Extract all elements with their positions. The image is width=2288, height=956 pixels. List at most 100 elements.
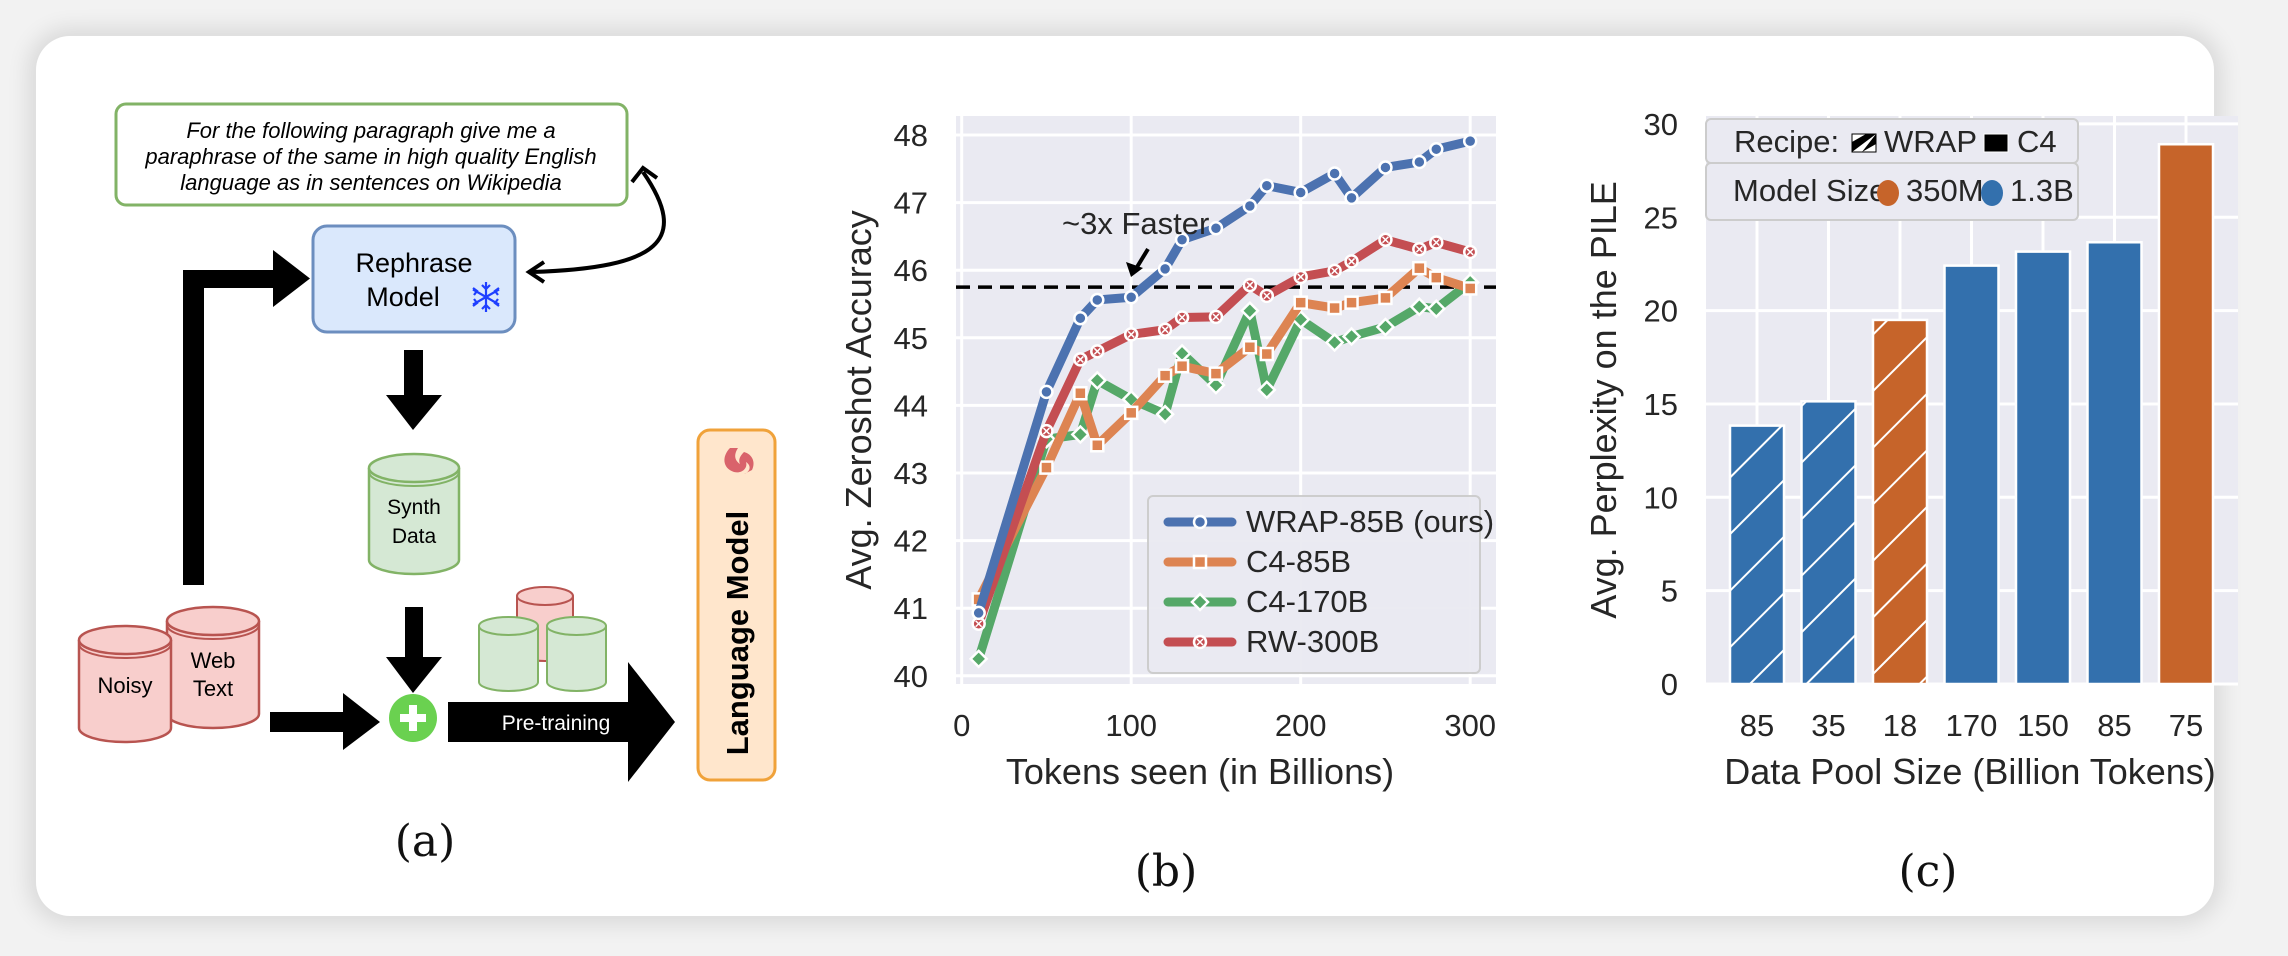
b-data-point: [1157, 261, 1173, 277]
b-legend-label: WRAP-85B (ours): [1246, 504, 1494, 539]
web-text-cylinder: [165, 605, 261, 730]
b-data-point: [1344, 295, 1359, 310]
mixed-data-cylinders: [478, 586, 607, 692]
b-data-point: [1429, 141, 1444, 157]
b-legend-marker: [1192, 514, 1208, 530]
c-xtick-label: 18: [1883, 708, 1917, 743]
caption-b: (b): [1135, 846, 1198, 897]
language-model-box: [696, 428, 777, 782]
pretraining-arrow: [448, 662, 675, 782]
b-data-point: [1426, 298, 1447, 319]
b-legend-marker: [1190, 592, 1210, 612]
x-marker-cross: [1348, 257, 1356, 265]
prompt-line-2: paraphrase of the same in high quality E…: [144, 144, 596, 169]
b-data-point: [1327, 166, 1342, 181]
b-data-point: [1073, 310, 1088, 326]
c-xtick-label: 150: [2017, 708, 2069, 743]
b-data-point: [1242, 340, 1258, 355]
b-data-point: [1293, 269, 1308, 285]
b-data-point: [1174, 232, 1190, 248]
b-legend-item: WRAP-85B (ours): [1163, 504, 1494, 539]
b-series-rw-300b: [971, 232, 1478, 631]
b-data-point: [968, 649, 989, 669]
x-marker-cross: [1127, 330, 1135, 338]
panel-c-bar-chart: 0 5 10 15 20 25 30 85 35 18 170 150 85 75 Recipe: WRA…: [1583, 107, 2238, 897]
x-marker-cross: [1263, 292, 1271, 300]
c-xtick-label: 75: [2169, 708, 2203, 743]
b-data-point: [1039, 423, 1054, 439]
b-legend-marker: [1192, 634, 1208, 650]
c-legend-c4-swatch: [1983, 133, 2009, 153]
c-ytick-label: 30: [1644, 107, 1678, 142]
b-data-point: [1409, 296, 1430, 317]
b-ylabel: Avg. Zeroshot Accuracy: [838, 210, 879, 590]
x-marker-cross: [1161, 326, 1169, 334]
b-data-point: [1208, 366, 1224, 381]
b-legend-item: C4-85B: [1163, 544, 1351, 579]
c-bar-hatch: [1730, 425, 1784, 684]
web-text-label-2: Text: [193, 676, 233, 701]
b-data-point: [1327, 263, 1342, 279]
b-ytick-label: 47: [894, 186, 928, 221]
b-ytick-label: 41: [894, 591, 928, 626]
c-ytick-label: 20: [1644, 294, 1678, 329]
prompt-box: [114, 102, 629, 207]
b-xtick-label: 200: [1275, 708, 1327, 743]
c-ylabel: Avg. Perplexity on the PILE: [1583, 181, 1624, 619]
b-data-point: [1070, 424, 1091, 445]
b-data-point: [1090, 344, 1105, 359]
c-bar: [2086, 241, 2143, 686]
b-ytick-label: 43: [894, 456, 928, 491]
x-marker-cross: [1178, 313, 1186, 322]
c-bar-hatch: [1801, 401, 1856, 684]
c-xtick-label: 170: [1946, 708, 1998, 743]
b-data-point: [1174, 310, 1190, 325]
c-bar: [1728, 424, 1786, 686]
b-data-point: [1327, 300, 1342, 316]
noisy-label: Noisy: [97, 673, 152, 698]
b-data-point: [1039, 384, 1054, 400]
b-xtick-label: 100: [1105, 708, 1157, 743]
c-legend-350m-label: 350M: [1906, 173, 1984, 208]
x-marker-cross: [1331, 267, 1339, 275]
arrowhead-up-icon: [630, 165, 659, 184]
b-data-point: [1123, 327, 1139, 342]
b-legend-label: C4-85B: [1246, 544, 1351, 579]
b-data-point: [1257, 380, 1277, 400]
b-data-point: [1123, 405, 1139, 421]
b-data-point: [1412, 260, 1427, 276]
rephrase-model-label-1: Rephrase: [355, 248, 472, 278]
c-bar: [1943, 264, 2000, 686]
b-data-point: [1324, 332, 1345, 353]
b-data-point: [1090, 292, 1105, 308]
b-data-point: [1378, 290, 1393, 306]
b-data-point: [1378, 232, 1393, 248]
b-ytick-label: 44: [894, 388, 928, 423]
b-data-point: [1462, 133, 1478, 149]
prompt-line-1: For the following paragraph give me a: [186, 118, 555, 143]
synth-data-label-1: Synth: [387, 496, 441, 519]
right-arrow: [270, 693, 380, 750]
b-ytick-label: 40: [894, 659, 928, 694]
b-ytick-label: 48: [894, 118, 928, 153]
b-data-point: [1378, 160, 1393, 175]
noisy-cylinder: [77, 624, 173, 744]
rephrase-model-label-2: Model: [366, 282, 440, 312]
prompt-line-3: language as in sentences on Wikipedia: [180, 170, 561, 195]
x-marker-cross: [1415, 245, 1423, 253]
b-ytick-label: 45: [894, 321, 928, 356]
b-series-c4-85b: [971, 260, 1478, 607]
b-data-point: [1157, 322, 1173, 337]
c-legend-350m-dot: [1877, 180, 1899, 206]
x-marker-cross: [1246, 281, 1254, 289]
x-marker-cross: [1196, 638, 1204, 646]
rephrase-model-box: [311, 224, 517, 334]
caption-a: (a): [395, 816, 456, 867]
c-ytick-label: 5: [1661, 574, 1678, 609]
b-data-point: [1259, 288, 1275, 304]
c-legend-wrap-hatch: [1852, 134, 1876, 152]
b-annotation-arrowhead: [1126, 262, 1143, 277]
down-arrow-2: [386, 607, 442, 693]
x-marker-cross: [1076, 355, 1084, 363]
synth-data-label-2: Data: [392, 525, 437, 548]
